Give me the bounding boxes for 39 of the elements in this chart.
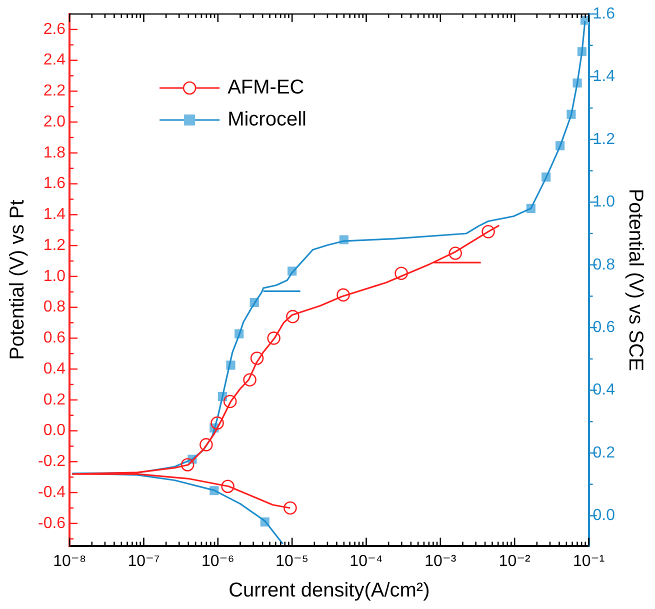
x-tick-label: 10⁻² — [498, 552, 532, 570]
x-tick-label: 10⁻¹ — [572, 552, 605, 570]
x-tick-label: 10⁻⁶ — [201, 552, 234, 570]
y-tick-label: 1.6 — [43, 175, 66, 192]
y-tick-label: 0.8 — [43, 298, 66, 316]
x-axis-title: Current density(A/cm²) — [228, 580, 430, 602]
y2-axis-title: Potential (V) vs SCE — [624, 188, 646, 372]
y2-tick-label: 0.2 — [592, 444, 616, 462]
y-tick-label: 0.0 — [43, 422, 66, 440]
y-tick-label: 0.6 — [43, 330, 66, 347]
legend-label: AFM-EC — [228, 76, 304, 99]
x-tick-label: 10⁻³ — [424, 552, 457, 570]
y2-tick-label: 0.0 — [592, 507, 616, 524]
y-tick-label: 1.2 — [43, 236, 66, 254]
y-tick-label: 1.0 — [43, 268, 66, 285]
y2-tick-label: 0.8 — [592, 256, 616, 274]
y2-tick-label: 0.4 — [592, 382, 616, 399]
x-tick-label: 10⁻⁴ — [350, 552, 383, 570]
y-tick-label: 1.4 — [43, 206, 66, 224]
y-axis-title: Potential (V) vs Pt — [6, 199, 29, 360]
y2-tick-label: 1.0 — [592, 194, 616, 211]
y-tick-label: 2.0 — [43, 113, 66, 130]
y-tick-label: 0.4 — [43, 360, 66, 378]
y-tick-label: 2.6 — [43, 20, 66, 38]
y-tick-label: -0.4 — [38, 484, 66, 501]
y-tick-label: 2.2 — [43, 82, 66, 100]
x-tick-label: 10⁻⁸ — [53, 552, 86, 570]
x-tick-label: 10⁻⁵ — [276, 552, 309, 570]
y-tick-label: 1.8 — [43, 144, 66, 162]
y-tick-label: 0.2 — [43, 391, 66, 408]
x-tick-label: 10⁻⁷ — [128, 552, 160, 570]
y2-tick-label: 1.6 — [592, 5, 616, 22]
y2-tick-label: 1.4 — [592, 68, 616, 86]
y2-tick-label: 0.6 — [592, 318, 616, 336]
y-tick-label: -0.2 — [38, 453, 66, 470]
y-tick-label: -0.6 — [38, 514, 66, 532]
legend-label: Microcell — [228, 108, 306, 131]
y2-tick-label: 1.2 — [592, 130, 616, 148]
y-tick-label: 2.4 — [43, 52, 66, 69]
